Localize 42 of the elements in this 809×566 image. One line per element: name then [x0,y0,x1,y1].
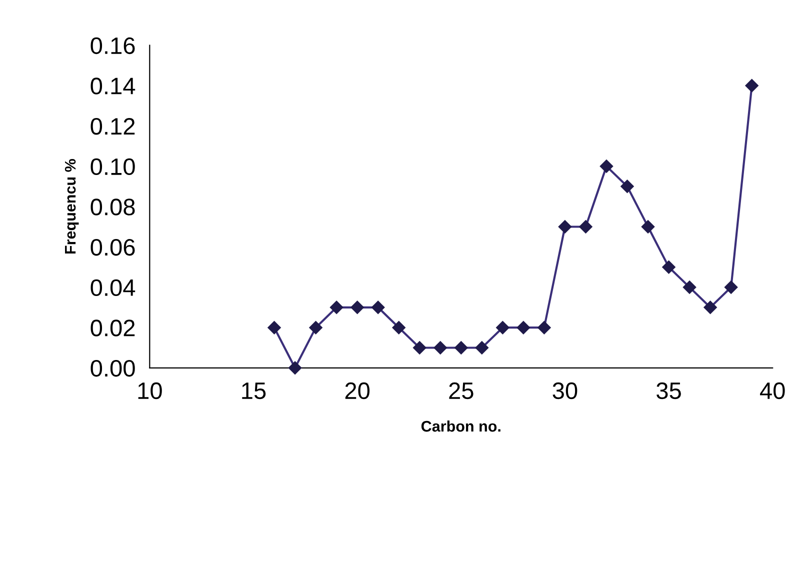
x-tick-label: 25 [449,382,474,400]
y-tick-label: 0.06 [90,238,135,256]
y-tick-label: 0.10 [90,158,135,176]
y-tick-label: 0.04 [90,279,136,296]
point [330,300,344,314]
point [288,361,302,374]
point [620,180,634,194]
x-tick-label: 40 [760,382,785,400]
point [434,341,447,354]
y-tick-label: 0.02 [90,320,135,336]
point [724,280,738,294]
point [516,320,530,334]
x-tick-label: 10 [138,382,162,400]
point [704,300,717,314]
x-tick-label: 15 [242,382,266,400]
y-tick-label: 0.14 [90,78,136,94]
point [392,320,406,334]
point [413,341,426,354]
point [309,320,322,334]
point [682,280,696,294]
point [475,341,488,354]
point [268,320,281,334]
y-tick-label: 0.12 [90,118,135,135]
y-tick-label: 0.00 [90,360,135,377]
point [662,260,676,274]
point [371,300,385,314]
point [454,341,468,354]
point [745,79,758,92]
point [538,320,551,334]
y-tick-label: 0.16 [90,37,135,54]
y-axis-title: Frequencu % [64,159,79,254]
x-tick-label: 30 [552,382,578,400]
x-tick-label: 20 [345,382,370,400]
point [350,300,364,314]
point [496,320,510,334]
point [558,220,572,234]
point [641,220,655,234]
point [600,160,614,173]
point [579,220,592,234]
x-axis-title: Carbon no. [421,420,500,432]
x-tick-label: 35 [656,382,681,400]
y-tick-label: 0.08 [90,198,135,216]
